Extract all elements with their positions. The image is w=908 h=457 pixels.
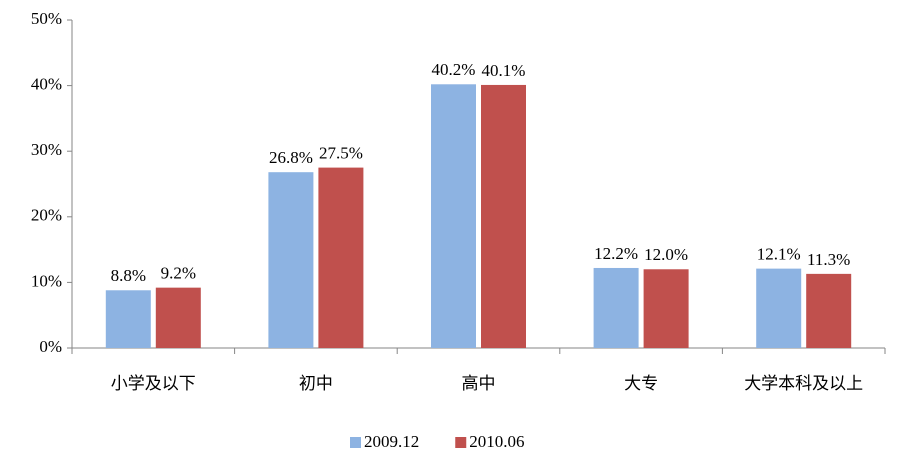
y-tick-label: 20% [31,206,62,225]
x-tick-label: 高中 [462,374,496,393]
legend-label: 2009.12 [364,432,419,451]
bar [431,84,476,349]
y-tick-label: 40% [31,75,62,94]
bar [806,273,852,348]
y-tick-label: 50% [31,9,62,28]
x-tick-label: 大学本科及以上 [744,374,863,393]
data-label: 12.1% [757,245,801,264]
y-tick-label: 10% [31,271,62,290]
data-label: 40.1% [482,61,526,80]
data-label: 12.2% [594,244,638,263]
bar [756,268,802,348]
data-label: 12.0% [644,245,688,264]
data-label: 8.8% [111,266,146,285]
data-label: 27.5% [319,144,363,163]
bar [105,290,151,348]
legend-swatch [455,437,467,448]
y-tick-label: 0% [39,337,62,356]
data-label: 40.2% [432,60,476,79]
x-tick-label: 初中 [299,374,333,393]
legend-swatch [350,437,361,448]
x-tick-label: 小学及以下 [111,374,196,393]
legend-label: 2010.06 [469,432,524,451]
bar [593,267,639,348]
bar [155,287,201,348]
data-label: 11.3% [807,250,850,269]
bar [481,84,526,348]
bar [268,172,314,348]
bar [643,269,689,348]
x-tick-label: 大专 [624,374,658,393]
data-label: 26.8% [269,148,313,167]
bar [318,167,364,348]
data-label: 9.2% [161,264,196,283]
y-tick-label: 30% [31,140,62,159]
